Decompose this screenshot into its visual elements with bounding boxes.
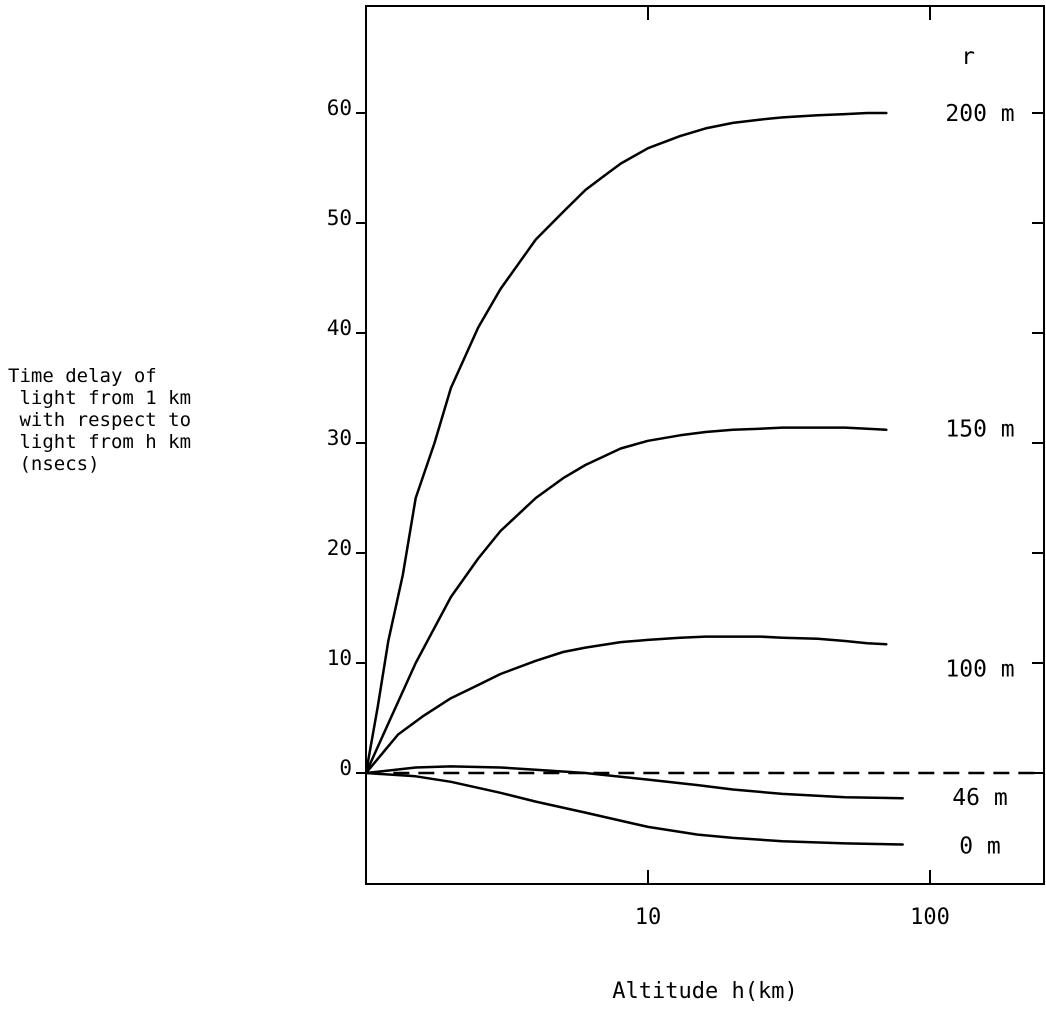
x-tick-label: 10	[635, 905, 662, 930]
x-axis-label: Altitude h(km)	[612, 979, 797, 1004]
series-line-100-m	[364, 635, 888, 775]
legend-title: r	[961, 44, 975, 70]
series-label-200-m: 200 m	[945, 101, 1014, 127]
series-line-46-m	[364, 765, 904, 800]
y-tick-label: 30	[327, 426, 352, 450]
series-line-0-m	[364, 771, 904, 846]
y-tick-label: 50	[327, 206, 352, 230]
series-label-0-m: 0 m	[959, 834, 1001, 860]
plot-frame	[365, 5, 1045, 885]
plot-border	[365, 5, 1045, 885]
series-label-46-m: 46 m	[952, 785, 1007, 811]
y-tick-label: 0	[339, 756, 352, 780]
x-tick-label: 100	[910, 905, 950, 930]
series-lines	[364, 111, 1038, 846]
y-tick-label: 20	[327, 536, 352, 560]
y-tick-label: 40	[327, 316, 352, 340]
axis-ticks	[356, 6, 1044, 884]
y-tick-label: 60	[327, 96, 352, 120]
axis-and-series-labels: 0 10 20 30 40 50 60 10 100 200 m 150 m 100 m 46 m 0 m…	[327, 44, 1015, 1004]
series-line-150-m	[364, 426, 888, 775]
series-label-100-m: 100 m	[945, 657, 1014, 683]
y-tick-label: 10	[327, 646, 352, 670]
y-axis-label: Time delay of light from 1 km with respe…	[8, 365, 192, 475]
series-label-150-m: 150 m	[945, 417, 1014, 443]
series-line-200-m	[364, 111, 888, 775]
